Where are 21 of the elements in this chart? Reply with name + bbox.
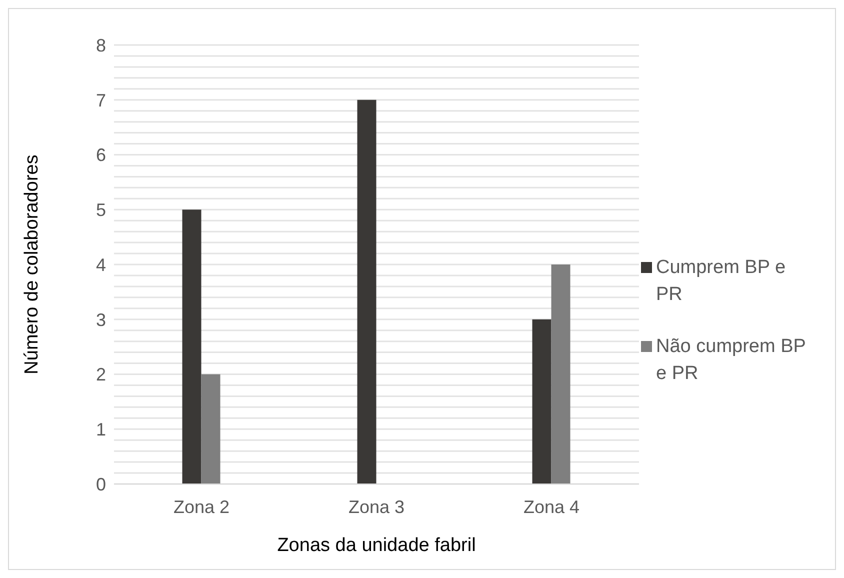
y-tick-label: 2	[96, 364, 106, 385]
y-tick-label: 8	[96, 35, 106, 56]
x-axis-title: Zonas da unidade fabril	[277, 535, 476, 556]
bar	[551, 264, 570, 484]
x-tick-label: Zona 3	[348, 496, 405, 517]
bar	[182, 210, 202, 484]
bar	[532, 319, 552, 484]
y-tick-label: 5	[96, 200, 106, 220]
y-tick-label: 6	[96, 145, 106, 166]
y-tick-label: 3	[96, 310, 106, 330]
y-tick-label: 1	[96, 420, 106, 440]
x-tick-label: Zona 2	[173, 496, 230, 517]
y-tick-label: 7	[96, 90, 106, 110]
y-tick-label: 4	[96, 254, 106, 275]
bar	[201, 374, 220, 484]
legend-label: Cumprem BP e PR	[656, 256, 787, 307]
y-axis-title: Número de colaboradores	[22, 154, 43, 374]
y-tick-label: 0	[96, 474, 106, 494]
legend-label: Não cumprem BP e PR	[656, 335, 807, 386]
bar	[357, 100, 376, 484]
x-tick-label: Zona 4	[523, 496, 580, 517]
